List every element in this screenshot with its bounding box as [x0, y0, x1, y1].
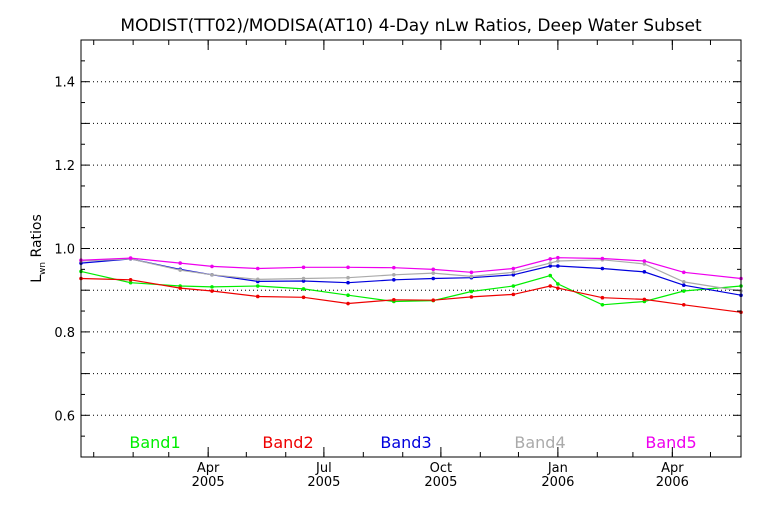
x-tick-label-month: Jan [547, 461, 568, 476]
y-axis-label-rest: Ratios [29, 214, 45, 262]
data-point-band2 [600, 295, 605, 300]
data-point-band3 [301, 279, 306, 283]
data-point-band4 [255, 277, 260, 282]
data-point-band1 [548, 273, 553, 278]
data-point-band3 [511, 272, 516, 277]
data-point-band3 [600, 266, 605, 271]
data-point-band4 [642, 262, 647, 266]
legend: Band1 Band2 Band3 Band4 Band5 [129, 433, 696, 452]
x-tick-label-year: 2006 [541, 475, 574, 490]
data-point-band5 [178, 261, 182, 265]
series-layer [79, 255, 743, 315]
data-point-band5 [556, 255, 560, 260]
y-tick-label: 0.8 [54, 326, 75, 341]
data-point-band4 [469, 274, 474, 279]
data-point-band5 [392, 265, 396, 270]
x-tick-label-year: 2005 [307, 475, 340, 490]
data-point-band2 [301, 295, 306, 300]
legend-item-band5: Band5 [645, 433, 696, 452]
data-point-band5 [511, 266, 516, 271]
data-point-band2 [556, 286, 560, 290]
data-point-band5 [128, 256, 133, 260]
data-point-band1 [255, 284, 260, 288]
data-point-band1 [511, 284, 516, 288]
data-point-band2 [548, 284, 553, 288]
y-tick-label: 1.2 [54, 159, 75, 174]
data-point-band3 [556, 264, 560, 268]
data-point-band4 [178, 268, 182, 272]
data-point-band2 [681, 302, 686, 307]
y-axis-label: Lwn Ratios [29, 214, 48, 283]
data-point-band2 [346, 301, 350, 306]
x-tick-label-year: 2005 [424, 475, 457, 490]
series-line-band2 [80, 277, 742, 313]
x-tick-label-month: Apr [661, 461, 684, 476]
data-point-band2 [511, 292, 516, 297]
data-point-band4 [681, 280, 686, 284]
x-tick-label-month: Apr [197, 461, 220, 476]
data-point-band1 [600, 302, 605, 307]
data-point-band5 [469, 270, 474, 275]
data-point-band2 [392, 297, 396, 302]
data-point-band5 [346, 265, 350, 270]
data-point-band4 [511, 270, 516, 275]
data-point-band3 [548, 264, 553, 268]
data-point-band3 [392, 277, 396, 282]
data-point-band2 [128, 277, 133, 282]
data-point-band5 [600, 256, 605, 261]
data-point-band3 [431, 276, 436, 281]
data-point-band5 [548, 257, 553, 261]
data-point-band5 [255, 266, 260, 271]
data-point-band4 [556, 259, 560, 263]
data-point-band4 [431, 271, 436, 275]
data-point-band2 [431, 298, 436, 303]
data-point-band5 [301, 265, 306, 270]
data-point-band2 [642, 297, 647, 302]
x-tick-label-year: 2005 [192, 475, 225, 490]
data-point-band5 [681, 270, 686, 275]
data-point-band5 [431, 267, 436, 272]
data-point-band1 [210, 285, 214, 289]
data-point-band1 [301, 287, 306, 291]
y-tick-label: 1.4 [54, 76, 75, 91]
grid-lines [81, 81, 741, 416]
data-point-band5 [210, 264, 214, 269]
data-point-band4 [548, 261, 553, 265]
x-tick-label-month: Oct [430, 461, 452, 476]
data-point-band2 [210, 289, 214, 293]
data-point-band3 [642, 270, 647, 274]
legend-item-band1: Band1 [129, 433, 180, 452]
data-point-band4 [346, 275, 350, 280]
data-point-band1 [556, 282, 560, 286]
data-point-band1 [681, 289, 686, 293]
data-point-band5 [642, 259, 647, 263]
data-point-band2 [469, 295, 474, 299]
x-tick-label-year: 2006 [656, 475, 689, 490]
chart-title: MODIST(TT02)/MODISA(AT10) 4-Day nLw Rati… [120, 16, 702, 36]
y-tick-label: 1.0 [54, 243, 75, 258]
data-point-band4 [392, 272, 396, 277]
data-point-band3 [346, 280, 350, 285]
y-axis-label-subscript: wn [38, 262, 48, 275]
data-point-band1 [469, 289, 474, 294]
legend-item-band2: Band2 [262, 433, 313, 452]
data-point-band3 [681, 283, 686, 287]
data-point-band4 [210, 272, 214, 277]
data-point-band1 [346, 293, 350, 298]
data-point-band1 [128, 280, 133, 285]
legend-item-band4: Band4 [514, 433, 565, 452]
data-point-band2 [178, 286, 182, 290]
data-point-band2 [255, 294, 260, 299]
y-tick-label: 0.6 [54, 409, 75, 424]
y-axis-label-main: L [29, 275, 45, 283]
axes: 0.60.81.01.21.4Apr2005Jul2005Oct2005Jan2… [54, 40, 741, 490]
legend-item-band3: Band3 [380, 433, 431, 452]
x-tick-label-month: Jul [315, 461, 332, 476]
plot-frame [80, 39, 742, 458]
data-point-band4 [301, 276, 306, 281]
